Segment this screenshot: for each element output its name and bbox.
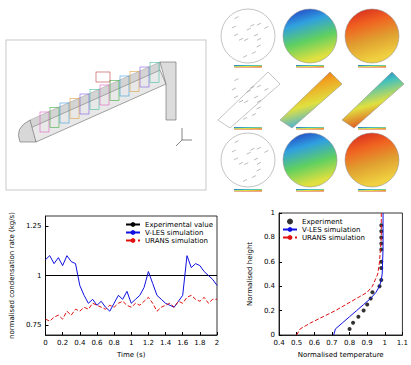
svg-text:0: 0 xyxy=(270,331,275,339)
svg-text:0.5: 0.5 xyxy=(291,339,302,347)
svg-text:2: 2 xyxy=(215,339,219,347)
svg-text:0.8: 0.8 xyxy=(109,339,120,347)
svg-text:Experimental value: Experimental value xyxy=(145,221,213,229)
svg-text:1: 1 xyxy=(383,339,387,347)
svg-text:0.8: 0.8 xyxy=(264,233,275,241)
svg-text:0.7: 0.7 xyxy=(326,339,337,347)
svg-text:0.6: 0.6 xyxy=(264,258,276,266)
svg-text:V-LES simulation: V-LES simulation xyxy=(145,229,203,237)
svg-text:0.2: 0.2 xyxy=(264,307,275,315)
svg-text:Experiment: Experiment xyxy=(302,218,343,226)
svg-text:0: 0 xyxy=(43,339,47,347)
svg-text:Time (s): Time (s) xyxy=(116,351,146,359)
svg-text:URANS simulation: URANS simulation xyxy=(302,234,365,242)
svg-text:1.4: 1.4 xyxy=(160,339,172,347)
svg-text:1.25: 1.25 xyxy=(26,222,42,230)
svg-text:1: 1 xyxy=(271,209,275,217)
svg-text:URANS simulation: URANS simulation xyxy=(145,237,208,245)
svg-text:0.4: 0.4 xyxy=(74,339,86,347)
svg-text:Normalised temperature: Normalised temperature xyxy=(298,351,384,359)
svg-text:1.2: 1.2 xyxy=(143,339,154,347)
svg-text:Normalised height: Normalised height xyxy=(246,242,254,306)
svg-text:1.8: 1.8 xyxy=(194,339,205,347)
svg-text:0.8: 0.8 xyxy=(344,339,355,347)
svg-text:0.2: 0.2 xyxy=(57,339,68,347)
svg-text:1.1: 1.1 xyxy=(397,339,408,347)
svg-text:normalised condensation rate (: normalised condensation rate (kg/s) xyxy=(8,212,16,339)
svg-text:1: 1 xyxy=(37,272,41,280)
svg-text:0.4: 0.4 xyxy=(264,282,276,290)
svg-text:1.6: 1.6 xyxy=(177,339,189,347)
svg-text:0.6: 0.6 xyxy=(91,339,103,347)
svg-text:0.6: 0.6 xyxy=(309,339,321,347)
svg-text:V-LES simulation: V-LES simulation xyxy=(302,226,360,234)
svg-text:0.9: 0.9 xyxy=(362,339,373,347)
svg-text:1: 1 xyxy=(129,339,133,347)
svg-text:0.75: 0.75 xyxy=(26,321,42,329)
svg-text:0.4: 0.4 xyxy=(273,339,285,347)
